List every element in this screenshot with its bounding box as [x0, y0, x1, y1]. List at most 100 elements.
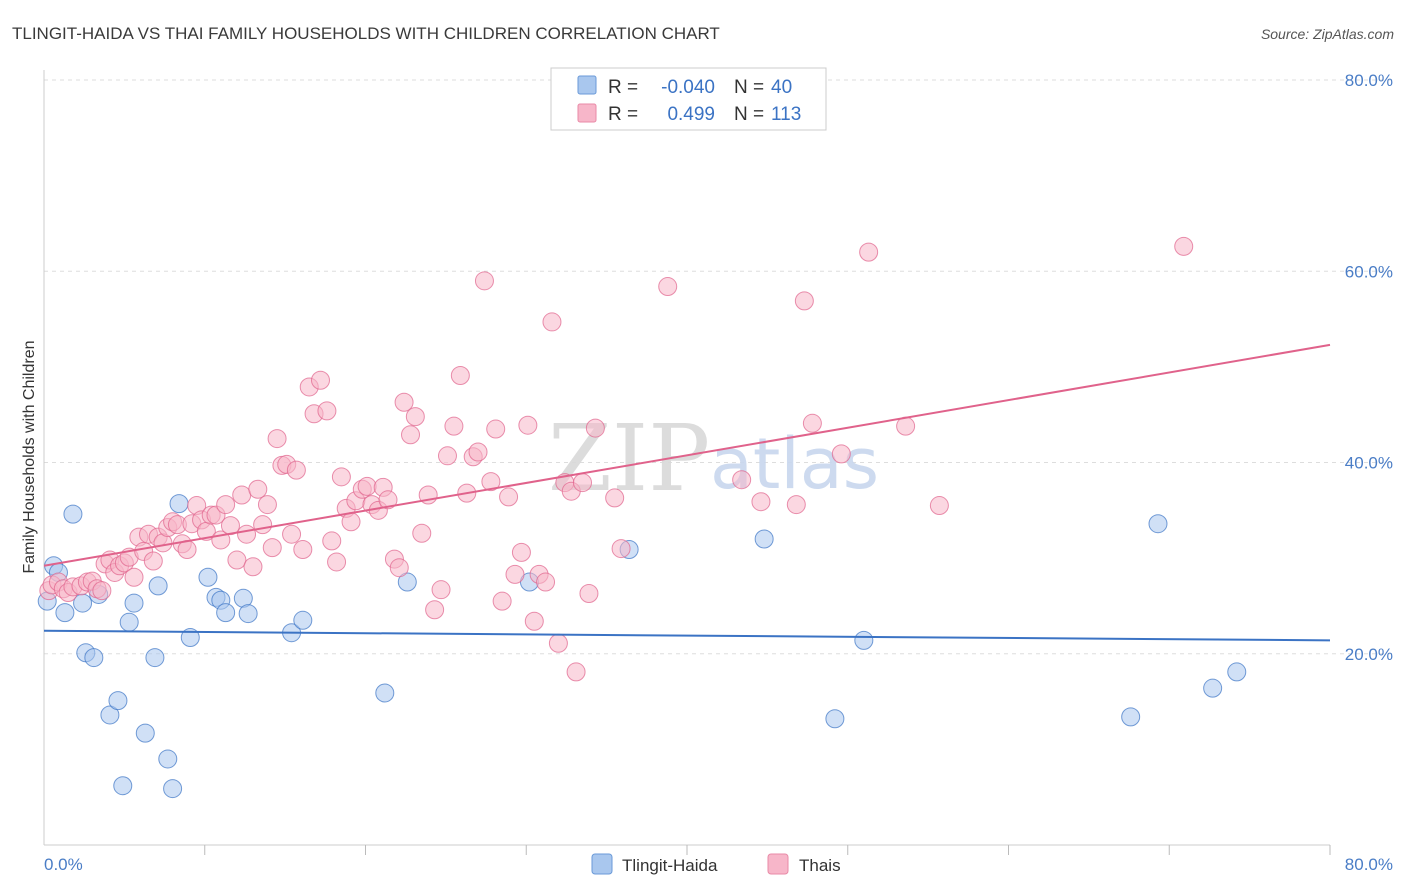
points-layer — [37, 236, 1247, 799]
legend-n-label-thais: N = — [734, 104, 764, 125]
point-thais-113 — [929, 496, 949, 516]
point-thais-67 — [378, 490, 398, 510]
legend-swatch-thais — [577, 103, 597, 123]
point-thais-110 — [831, 444, 851, 464]
point-tlingit-haida-34 — [825, 709, 845, 729]
point-tlingit-haida-3 — [55, 603, 75, 623]
point-thais-89 — [511, 542, 531, 562]
point-thais-82 — [468, 442, 488, 462]
point-tlingit-haida-11 — [113, 776, 133, 796]
legend-swatch-tlingit-haida — [577, 75, 597, 95]
correlation-legend-box — [550, 67, 827, 131]
point-thais-86 — [492, 591, 512, 611]
legend-r-label-tlingit-haida: R = — [608, 77, 638, 98]
legend-n-label-tlingit-haida: N = — [734, 77, 764, 98]
series-legend-swatch-tlingit-haida — [591, 853, 613, 875]
point-thais-44 — [257, 495, 277, 515]
point-thais-101 — [585, 418, 605, 438]
trend-line-tlingit-haida — [43, 629, 1331, 642]
point-thais-58 — [331, 467, 351, 487]
point-tlingit-haida-15 — [145, 648, 165, 668]
point-thais-83 — [474, 271, 494, 291]
point-tlingit-haida-28 — [293, 610, 313, 630]
point-tlingit-haida-13 — [124, 593, 144, 613]
watermark-atlas: atlas — [710, 423, 879, 505]
point-tlingit-haida-39 — [1227, 662, 1247, 682]
y-axis-label: Family Households with Children — [21, 341, 38, 574]
point-thais-104 — [658, 277, 678, 297]
point-tlingit-haida-30 — [397, 572, 417, 592]
legend-r-value-tlingit-haida: -0.040 — [661, 77, 715, 98]
point-thais-49 — [282, 524, 302, 544]
legend-r-value-thais: 0.499 — [667, 104, 715, 125]
y-tick-label-60: 60.0% — [1345, 262, 1393, 281]
point-thais-10 — [92, 581, 112, 601]
point-thais-70 — [394, 392, 414, 412]
series-legend-swatch-thais — [767, 853, 789, 875]
legend-r-label-thais: R = — [608, 104, 638, 125]
y-axis-tick-labels: 20.0% 40.0% 60.0% 80.0% — [1345, 71, 1393, 664]
point-thais-114 — [1174, 236, 1194, 256]
point-tlingit-haida-18 — [163, 779, 183, 799]
point-thais-42 — [248, 479, 268, 499]
legend-n-value-thais: 113 — [771, 104, 801, 125]
point-tlingit-haida-19 — [169, 494, 189, 514]
x-axis-ticks — [204, 845, 1331, 855]
chart-title: TLINGIT-HAIDA VS THAI FAMILY HOUSEHOLDS … — [12, 24, 720, 43]
correlation-legend: R = -0.040 N = 40 R = 0.499 N = 113 — [550, 67, 827, 131]
point-thais-76 — [431, 580, 451, 600]
point-thais-106 — [751, 492, 771, 512]
point-thais-17 — [124, 567, 144, 587]
point-thais-45 — [262, 538, 282, 558]
point-tlingit-haida-10 — [108, 691, 128, 711]
point-tlingit-haida-35 — [854, 630, 874, 650]
point-thais-94 — [542, 312, 562, 332]
point-thais-57 — [327, 552, 347, 572]
y-tick-label-40: 40.0% — [1345, 454, 1393, 473]
point-thais-109 — [802, 413, 822, 433]
point-tlingit-haida-33 — [754, 529, 774, 549]
chart-source: Source: ZipAtlas.com — [1261, 26, 1394, 42]
x-tick-label-min: 0.0% — [44, 855, 83, 874]
point-thais-40 — [237, 524, 257, 544]
point-thais-63 — [357, 476, 377, 496]
point-thais-43 — [253, 515, 273, 535]
point-thais-85 — [486, 419, 506, 439]
point-thais-88 — [505, 564, 525, 584]
point-thais-50 — [286, 460, 306, 480]
point-thais-39 — [232, 485, 252, 505]
point-thais-103 — [611, 539, 631, 559]
series-legend-label-tlingit-haida: Tlingit-Haida — [622, 856, 718, 875]
point-thais-60 — [341, 512, 361, 532]
point-thais-21 — [143, 551, 163, 571]
series-legend-label-thais: Thais — [799, 856, 841, 875]
trend-line-thais — [43, 343, 1331, 567]
point-tlingit-haida-4 — [63, 504, 83, 524]
point-thais-105 — [732, 470, 752, 490]
point-thais-87 — [499, 487, 519, 507]
point-thais-111 — [859, 242, 879, 262]
x-tick-label-max: 80.0% — [1345, 855, 1393, 874]
point-thais-41 — [243, 557, 263, 577]
point-tlingit-haida-17 — [158, 749, 178, 769]
point-thais-56 — [322, 531, 342, 551]
point-tlingit-haida-24 — [216, 603, 236, 623]
point-tlingit-haida-37 — [1148, 514, 1168, 534]
point-thais-72 — [405, 407, 425, 427]
point-tlingit-haida-7 — [84, 648, 104, 668]
point-thais-99 — [573, 473, 593, 493]
point-thais-36 — [216, 495, 236, 515]
point-thais-79 — [450, 365, 470, 385]
point-thais-107 — [786, 495, 806, 515]
point-thais-55 — [317, 401, 337, 421]
point-tlingit-haida-29 — [375, 683, 395, 703]
point-thais-54 — [310, 370, 330, 390]
point-thais-46 — [267, 429, 287, 449]
point-thais-69 — [389, 558, 409, 578]
point-tlingit-haida-38 — [1203, 678, 1223, 698]
point-thais-78 — [444, 416, 464, 436]
y-tick-label-20: 20.0% — [1345, 645, 1393, 664]
point-tlingit-haida-14 — [135, 723, 155, 743]
point-tlingit-haida-16 — [148, 576, 168, 596]
